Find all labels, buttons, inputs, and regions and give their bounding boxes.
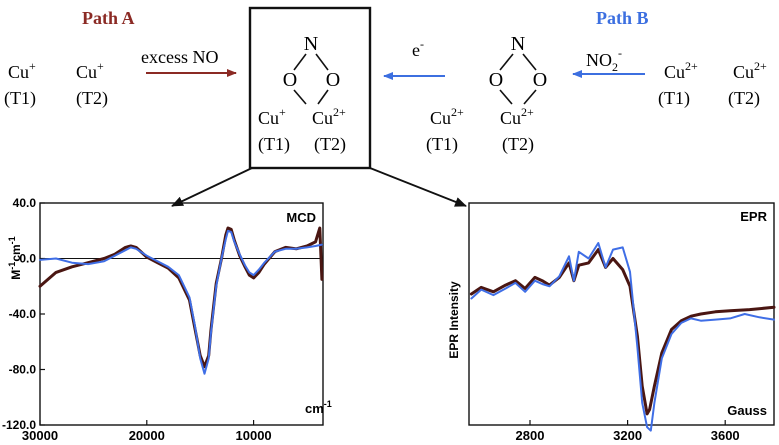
mcd-title: MCD	[286, 210, 316, 225]
epr-y-label: EPR Intensity	[447, 281, 461, 359]
intermediate-box	[248, 6, 372, 170]
epr-axes: 2800 3200 3600	[516, 420, 740, 443]
mcd-plot-frame	[39, 202, 324, 426]
bond	[523, 89, 537, 105]
electron-label: e-	[412, 37, 424, 60]
y-tick-label: 40.0	[13, 196, 37, 210]
cu-t1-label: Cu+	[8, 59, 36, 82]
right-complex: N O O Cu2+ (T1) Cu2+ (T2)	[426, 33, 547, 155]
cu2-t1-label: Cu2+	[664, 59, 698, 82]
series-line-trace_dark	[38, 226, 324, 369]
bond	[293, 89, 307, 105]
cu2-t2-site: (T2)	[728, 88, 760, 109]
cu-t2-label: Cu+	[76, 59, 104, 82]
center-o-right: O	[326, 69, 340, 91]
x-tick-label: 20000	[129, 428, 165, 443]
center-n-atom: N	[304, 33, 318, 55]
x-tick-label: 2800	[516, 428, 545, 443]
x-tick-label: 30000	[22, 428, 58, 443]
bond	[499, 89, 513, 105]
center-cu-t2: Cu2+	[312, 105, 346, 128]
arrow-to-epr	[369, 167, 467, 207]
epr-series	[469, 242, 776, 432]
mcd-chart: MCD cm-1 M-1cm-1 30000 20000 10000 40.0 0.0 -…	[2, 196, 332, 443]
series-line-trace_blue	[470, 242, 775, 432]
epr-title: EPR	[740, 209, 767, 224]
center-o-left: O	[283, 69, 297, 91]
right-cu-t1: Cu2+	[430, 105, 464, 128]
bond	[315, 53, 329, 71]
epr-x-unit: Gauss	[727, 403, 767, 418]
y-tick-label: 0.0	[19, 252, 36, 266]
center-cu-t1-site: (T1)	[258, 134, 290, 155]
mcd-y-label: M-1cm-1	[7, 236, 23, 279]
series-line-trace_dark	[469, 248, 776, 416]
cu2-t2-label: Cu2+	[733, 59, 767, 82]
right-cu-t1-site: (T1)	[426, 134, 458, 155]
bond	[317, 89, 329, 105]
mcd-axes: 30000 20000 10000 40.0 0.0 -40.0 -80.0 -120.0	[2, 196, 323, 443]
path-a-reagent: excess NO	[141, 47, 218, 67]
cu-t2-site: (T2)	[76, 88, 108, 109]
right-o-left: O	[489, 69, 503, 91]
right-cu-t2-site: (T2)	[502, 134, 534, 155]
cu2-t1-site: (T1)	[658, 88, 690, 109]
center-cu-t1: Cu+	[258, 105, 286, 128]
epr-chart: EPR Gauss EPR Intensity 2800 3200 3600	[447, 202, 776, 443]
y-tick-label: -120.0	[2, 418, 36, 432]
x-tick-label: 3600	[711, 428, 740, 443]
bond	[499, 53, 514, 71]
x-tick-label: 10000	[236, 428, 272, 443]
epr-plot-frame	[468, 202, 775, 426]
path-a-title: Path A	[82, 8, 135, 28]
path-b-right-pair: Cu2+ (T1) Cu2+ (T2)	[658, 59, 767, 109]
bond	[293, 53, 307, 71]
series-line-trace_blue	[39, 229, 323, 375]
bond	[522, 53, 537, 71]
center-cu-t2-site: (T2)	[314, 134, 346, 155]
cu-t1-site: (T1)	[4, 88, 36, 109]
path-a-left-pair: Cu+ (T1) Cu+ (T2)	[4, 59, 108, 109]
x-tick-label: 3200	[613, 428, 642, 443]
right-cu-t2: Cu2+	[500, 105, 534, 128]
y-tick-label: -80.0	[9, 363, 37, 377]
y-tick-label: -40.0	[9, 307, 37, 321]
arrow-to-mcd	[171, 167, 253, 207]
center-complex: N O O Cu+ (T1) Cu2+ (T2)	[258, 33, 346, 155]
path-b-title: Path B	[596, 8, 649, 28]
right-n-atom: N	[511, 33, 525, 55]
nitrite-label: NO2-	[586, 46, 622, 74]
right-o-right: O	[533, 69, 547, 91]
mcd-x-unit: cm-1	[305, 399, 332, 416]
mcd-series	[38, 226, 324, 375]
